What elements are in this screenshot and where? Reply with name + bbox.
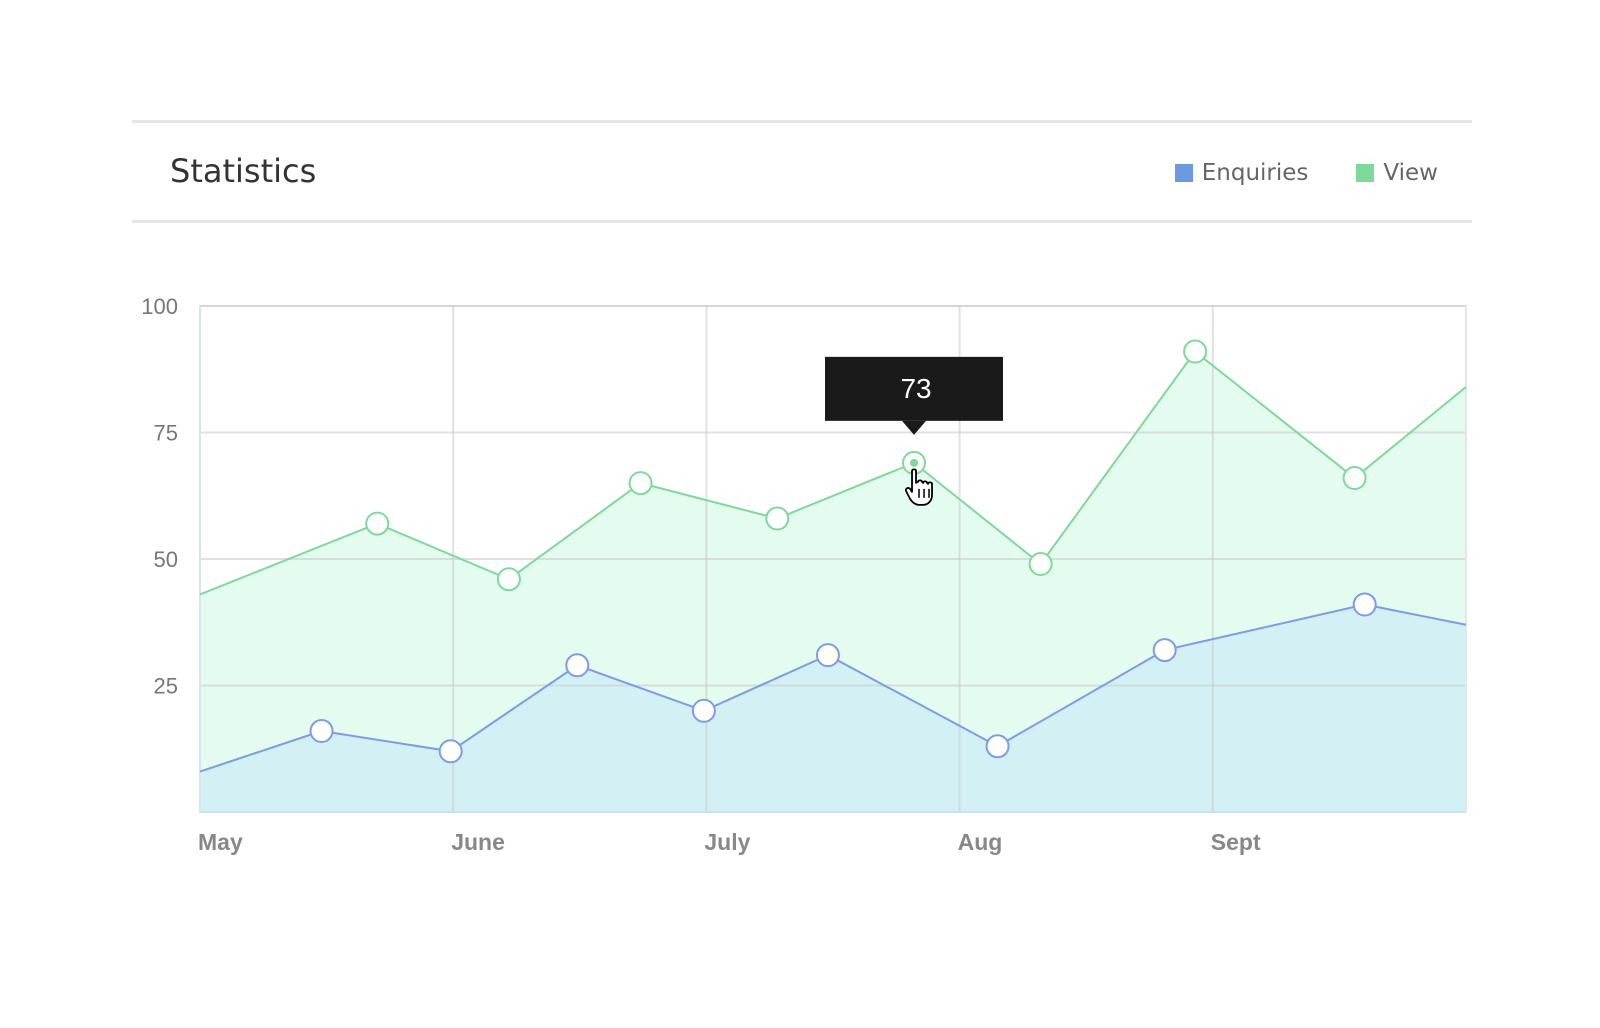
x-tick-label-aug: Aug (958, 829, 1003, 855)
area-enquiries (200, 604, 1466, 812)
legend-swatch-enquiries (1174, 164, 1193, 182)
line-view (199, 350, 1467, 596)
point-view-1[interactable] (365, 511, 390, 536)
y-tick-label-75: 75 (154, 421, 178, 446)
hand-cursor-icon (904, 468, 933, 506)
point-enquiries-8[interactable] (1352, 592, 1377, 617)
point-view-8[interactable] (1342, 466, 1367, 491)
point-enquiries-2[interactable] (438, 739, 463, 764)
legend-item-view[interactable]: View (1356, 160, 1438, 186)
point-view-2[interactable] (496, 567, 521, 592)
point-enquiries-6[interactable] (985, 734, 1010, 759)
tooltip-value: 73 (900, 373, 931, 404)
chart-legend: Enquiries View (1127, 160, 1438, 186)
point-view-6[interactable] (1028, 552, 1053, 577)
tooltip-pointer (902, 420, 927, 435)
line-enquiries (199, 603, 1467, 773)
top-divider (132, 120, 1472, 123)
point-enquiries-5[interactable] (815, 643, 840, 668)
x-tick-label-june: June (451, 829, 505, 855)
x-tick-label-july: July (704, 829, 750, 855)
point-view-3[interactable] (628, 471, 653, 496)
legend-label-view: View (1383, 160, 1438, 186)
point-view-7[interactable] (1183, 339, 1208, 364)
y-tick-label-100: 100 (141, 294, 178, 319)
point-enquiries-7[interactable] (1152, 638, 1177, 663)
y-tick-label-50: 50 (154, 547, 178, 572)
point-enquiries-3[interactable] (565, 653, 590, 678)
x-tick-label-sept: Sept (1211, 829, 1261, 855)
highlight-point-dot (910, 458, 919, 467)
legend-label-enquiries: Enquiries (1201, 160, 1309, 186)
point-view-4[interactable] (765, 506, 790, 531)
header-divider (132, 220, 1472, 223)
x-tick-label-may: May (198, 829, 243, 855)
legend-swatch-view (1356, 164, 1375, 182)
page-title: Statistics (170, 152, 317, 190)
point-enquiries-4[interactable] (691, 698, 716, 723)
tooltip-box (825, 356, 1004, 421)
y-tick-label-25: 25 (154, 674, 178, 699)
point-enquiries-1[interactable] (309, 719, 334, 744)
legend-item-enquiries[interactable]: Enquiries (1174, 160, 1309, 186)
